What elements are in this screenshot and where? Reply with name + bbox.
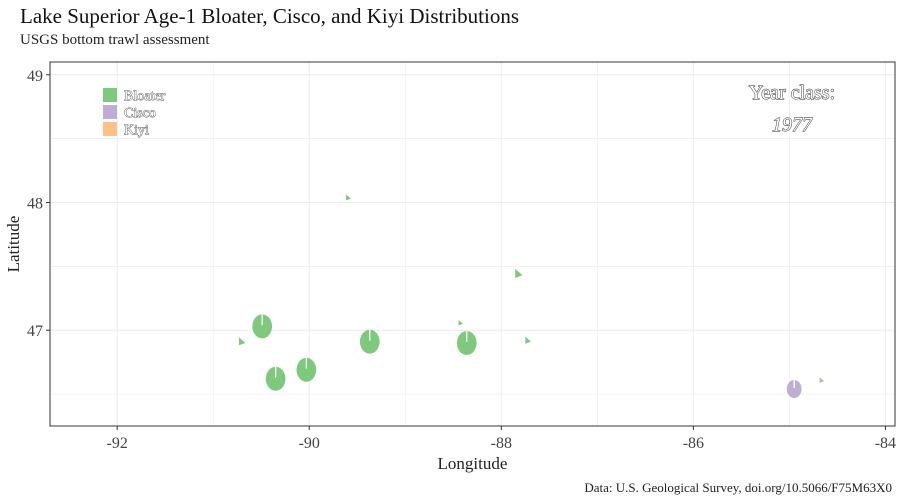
grid-lines: [50, 62, 895, 426]
x-tick-label: -84: [875, 435, 896, 452]
x-tick-label: -92: [107, 435, 128, 452]
x-tick-label: -86: [683, 435, 704, 452]
y-tick-label: 47: [27, 323, 43, 340]
legend-label-bloater: Bloater: [124, 89, 166, 104]
panel-border: [49, 61, 896, 427]
point-bloater: [525, 336, 532, 344]
point-bloater: [456, 330, 477, 355]
point-bloater: [346, 194, 351, 201]
year-class-heading: Year class:: [749, 82, 835, 104]
axis-ticks: -92 -90 -88 -86 -84 47 48 49: [27, 68, 896, 452]
point-bloater: [515, 268, 523, 278]
map-title: Lake Superior Age-1 Bloater, Cisco, and …: [20, 4, 519, 28]
point-cisco: [786, 379, 802, 398]
point-bloater: [252, 314, 273, 339]
legend: Bloater Cisco Kiyi: [103, 88, 166, 138]
legend-key-kiyi: [103, 122, 117, 136]
year-class-value: 1977: [772, 114, 813, 136]
x-tick-label: -88: [491, 435, 512, 452]
point-bloater: [265, 366, 286, 391]
x-tick-label: -90: [299, 435, 320, 452]
map-subtitle: USGS bottom trawl assessment: [20, 32, 210, 48]
legend-label-cisco: Cisco: [124, 106, 156, 121]
point-bloater: [296, 357, 317, 382]
data-source-caption: Data: U.S. Geological Survey, doi.org/10…: [584, 480, 892, 495]
y-tick-label: 48: [27, 195, 43, 212]
data-points: [238, 194, 825, 398]
point-bloater: [458, 319, 464, 326]
y-axis-label: Latitude: [4, 216, 23, 273]
x-axis-label: Longitude: [438, 454, 508, 473]
legend-key-bloater: [103, 88, 117, 102]
point-bloater: [238, 337, 246, 346]
legend-key-cisco: [103, 105, 117, 119]
y-tick-label: 49: [27, 68, 43, 85]
legend-label-kiyi: Kiyi: [124, 123, 149, 138]
point-cisco: [819, 377, 825, 383]
point-bloater: [359, 329, 380, 354]
